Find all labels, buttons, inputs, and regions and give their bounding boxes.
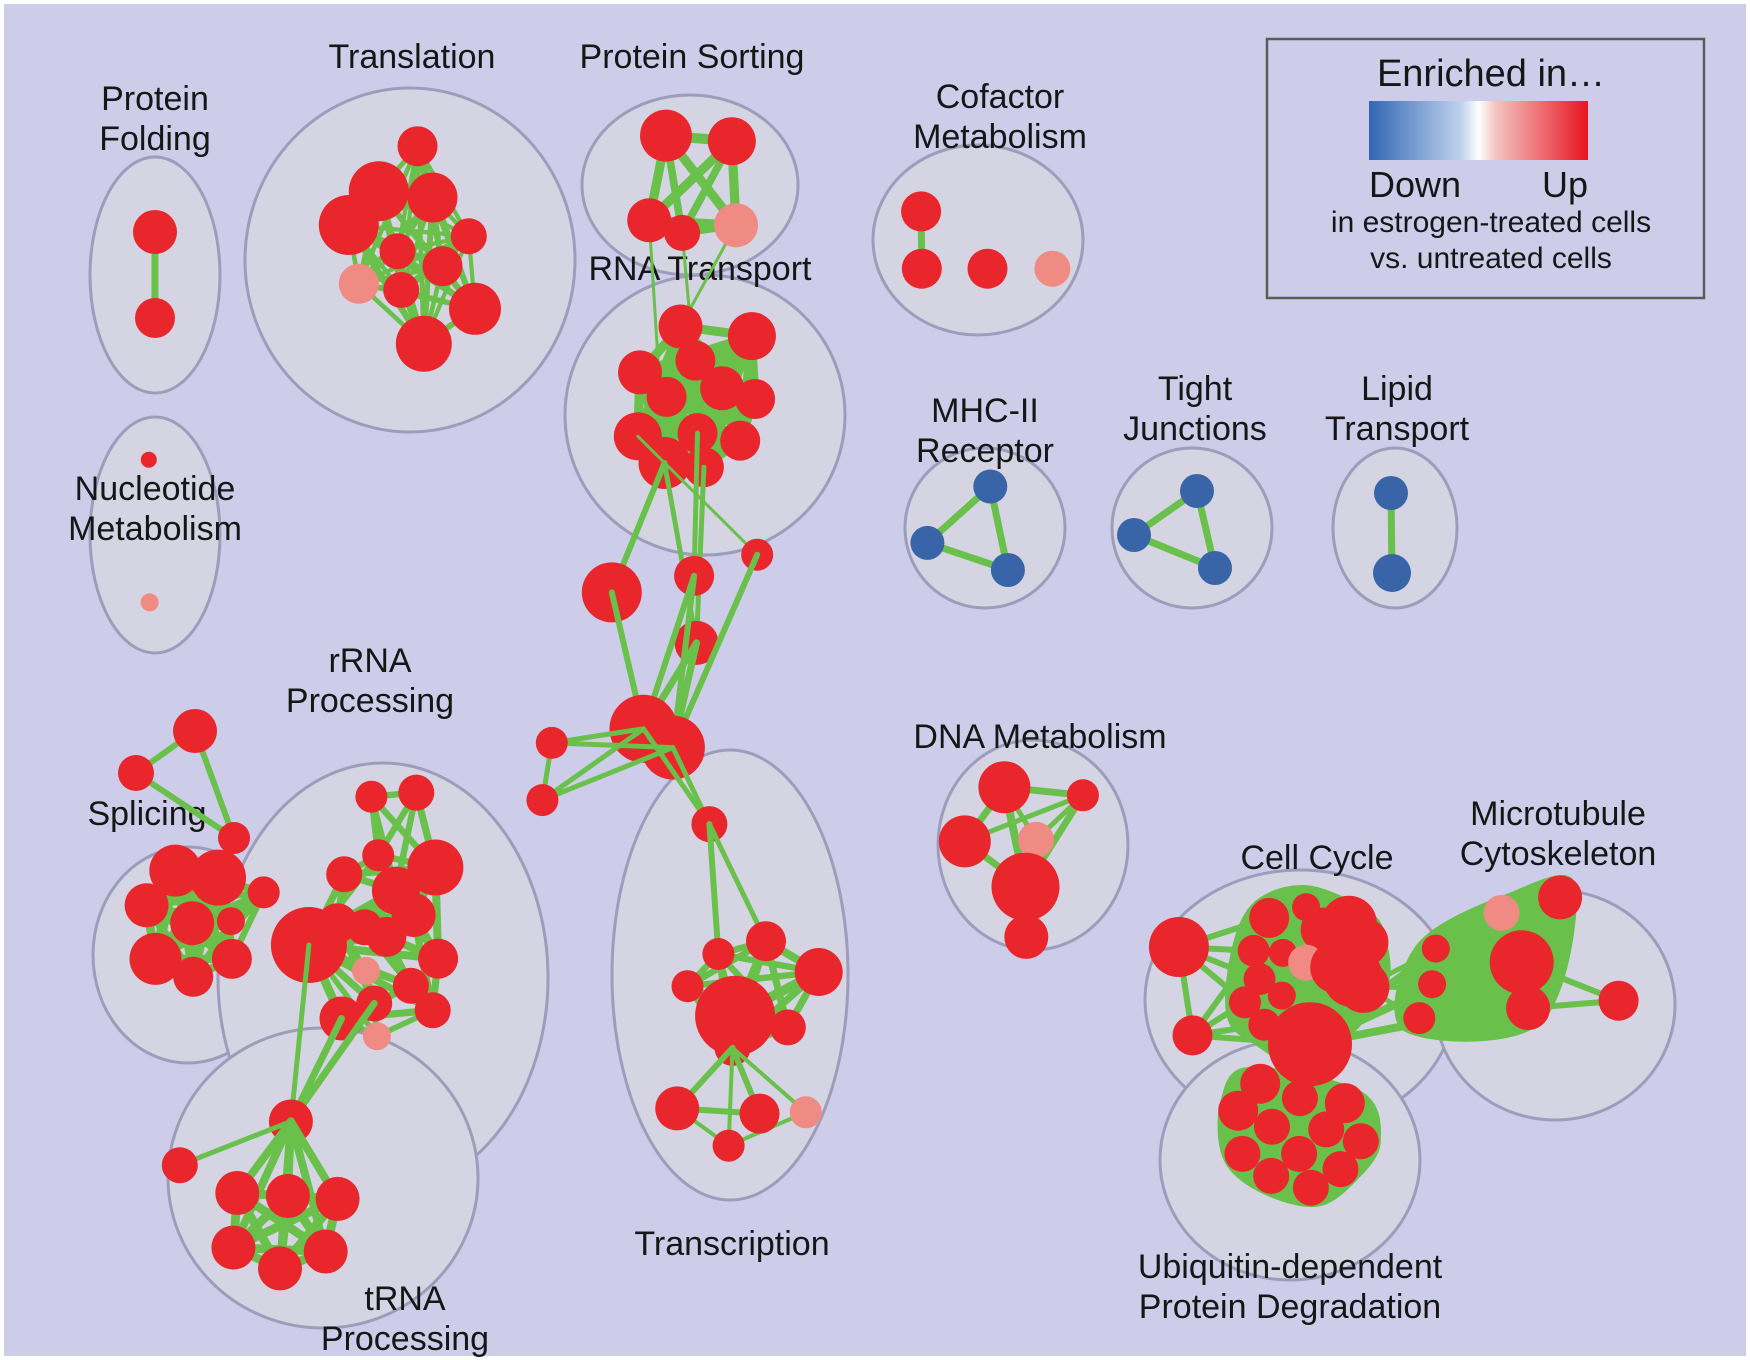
svg-text:Cytoskeleton: Cytoskeleton: [1460, 835, 1657, 873]
svg-text:RNA Transport: RNA Transport: [589, 250, 813, 288]
svg-text:Ubiquitin-dependent: Ubiquitin-dependent: [1138, 1248, 1443, 1286]
svg-text:Folding: Folding: [99, 120, 211, 158]
svg-text:Lipid: Lipid: [1361, 370, 1433, 408]
svg-text:Up: Up: [1542, 164, 1588, 205]
svg-text:Down: Down: [1369, 164, 1461, 205]
svg-text:DNA Metabolism: DNA Metabolism: [913, 718, 1166, 756]
svg-text:tRNA: tRNA: [364, 1280, 446, 1318]
svg-text:rRNA: rRNA: [328, 642, 411, 680]
svg-text:Protein Degradation: Protein Degradation: [1139, 1288, 1441, 1326]
svg-text:MHC-II: MHC-II: [931, 392, 1039, 430]
svg-text:Enriched in…: Enriched in…: [1377, 53, 1605, 95]
svg-text:Processing: Processing: [286, 682, 454, 720]
svg-text:Cell Cycle: Cell Cycle: [1240, 839, 1393, 877]
svg-text:Metabolism: Metabolism: [913, 118, 1087, 156]
svg-text:Protein Sorting: Protein Sorting: [580, 38, 805, 76]
svg-text:Transcription: Transcription: [634, 1225, 829, 1263]
svg-text:Junctions: Junctions: [1123, 410, 1267, 448]
svg-text:Tight: Tight: [1158, 370, 1233, 408]
svg-text:Protein: Protein: [101, 80, 209, 118]
svg-text:Microtubule: Microtubule: [1470, 795, 1646, 833]
svg-text:Transport: Transport: [1325, 410, 1470, 448]
svg-text:in estrogen-treated cells: in estrogen-treated cells: [1331, 206, 1651, 239]
svg-text:Translation: Translation: [329, 38, 496, 76]
svg-text:Cofactor: Cofactor: [936, 78, 1065, 116]
svg-text:Metabolism: Metabolism: [68, 510, 242, 548]
svg-text:Nucleotide: Nucleotide: [75, 470, 236, 508]
svg-text:vs. untreated cells: vs. untreated cells: [1370, 242, 1612, 275]
svg-text:Processing: Processing: [321, 1320, 489, 1358]
svg-text:Receptor: Receptor: [916, 432, 1054, 470]
svg-text:Splicing: Splicing: [87, 795, 206, 833]
